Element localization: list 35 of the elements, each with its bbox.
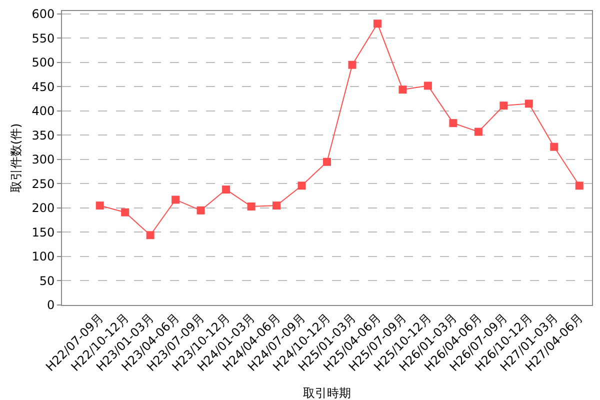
point	[524, 100, 533, 108]
y-tick-label: 50	[39, 274, 55, 288]
point	[474, 128, 482, 136]
y-tick-label: 100	[32, 250, 55, 264]
point	[146, 231, 154, 240]
y-tick-label: 350	[32, 128, 55, 142]
point	[272, 202, 281, 210]
point	[121, 208, 130, 216]
y-tick-label: 150	[32, 225, 55, 240]
y-tick-label: 450	[32, 80, 55, 94]
y-axis-title: 取引件数(件)	[8, 123, 23, 193]
y-tick-label: 500	[32, 56, 55, 70]
y-tick-label: 0	[46, 298, 55, 312]
point	[500, 102, 508, 110]
y-tick-label: 200	[32, 201, 55, 216]
y-tick-label: 300	[32, 152, 55, 167]
point	[424, 82, 432, 90]
point	[449, 119, 458, 128]
point	[373, 20, 382, 28]
point	[172, 196, 180, 204]
y-tick-label: 550	[32, 31, 55, 46]
point	[323, 158, 331, 166]
point	[348, 60, 356, 69]
x-axis-title: 取引時期	[303, 386, 351, 400]
point	[96, 202, 104, 210]
point	[398, 86, 407, 94]
point	[298, 182, 306, 190]
y-tick-label: 600	[32, 7, 55, 22]
y-tick-label: 250	[32, 176, 55, 191]
point	[550, 142, 558, 151]
y-tick-label: 400	[32, 104, 55, 118]
point	[575, 182, 584, 190]
point	[247, 202, 256, 211]
point	[222, 186, 230, 194]
point	[196, 206, 205, 214]
